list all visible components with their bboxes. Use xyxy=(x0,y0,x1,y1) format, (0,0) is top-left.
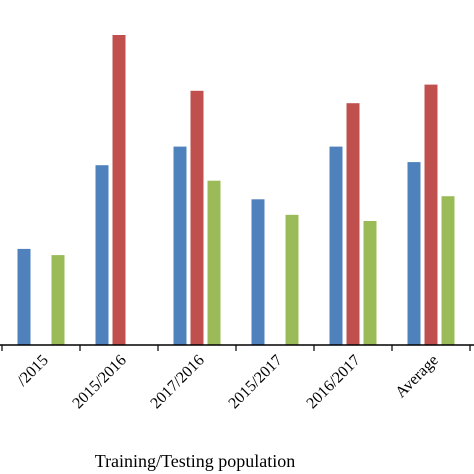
bar-series1-Average xyxy=(407,162,421,345)
bar-series1-2016-2015 xyxy=(17,248,31,345)
bar-series3-Average xyxy=(441,196,455,345)
bar-series1-2016-2017 xyxy=(329,146,343,345)
x-tick-label: /2015 xyxy=(14,352,52,390)
bar-series2-2015-2016 xyxy=(112,35,126,345)
bars-layer xyxy=(17,35,455,345)
bar-series3-2015-2017 xyxy=(285,214,299,345)
bar-series1-2015-2016 xyxy=(95,165,109,345)
bar-series3-2017-2016 xyxy=(207,180,221,345)
bar-series3-2016-2017 xyxy=(363,221,377,345)
bar-series1-2015-2017 xyxy=(251,199,265,345)
x-tick-label: 2016/2017 xyxy=(303,352,363,412)
x-tick-label: Average xyxy=(392,352,441,401)
bar-series2-2016-2017 xyxy=(346,103,360,345)
bar-series2-2017-2016 xyxy=(190,90,204,345)
x-tick-label: 2015/2017 xyxy=(225,352,285,412)
ticks-layer xyxy=(1,345,471,351)
bar-series3-2016-2015 xyxy=(51,255,65,345)
x-tick-label: 2017/2016 xyxy=(147,352,207,412)
x-axis-title: Training/Testing population xyxy=(95,451,296,471)
bar-series1-2017-2016 xyxy=(173,146,187,345)
x-tick-label: 2015/2016 xyxy=(69,352,129,412)
tick-labels-layer: /2015 2015/2016 2017/2016 2015/2017 2016/201… xyxy=(14,352,442,412)
bar-series2-Average xyxy=(424,84,438,345)
